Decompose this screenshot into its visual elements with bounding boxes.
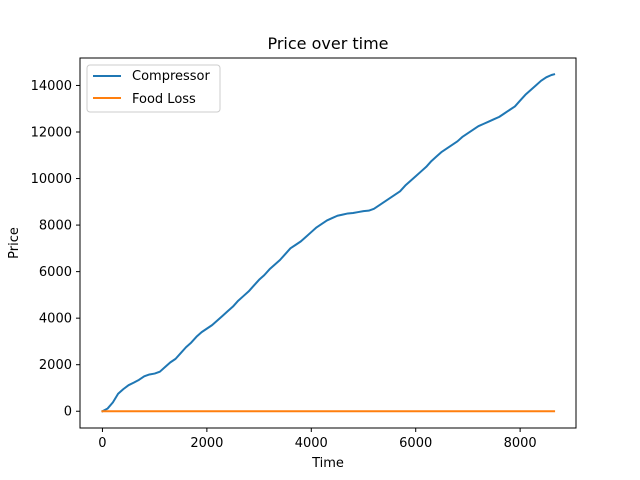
legend: Compressor Food Loss (86, 64, 221, 113)
y-axis-ticks: 0 2000 4000 6000 8000 10000 12000 14000 (31, 79, 80, 420)
plot-area (80, 58, 576, 428)
y-tick-label: 2000 (39, 358, 72, 373)
legend-label-food-loss: Food Loss (132, 92, 196, 107)
x-tick-label: 4000 (295, 436, 328, 451)
x-tick-label: 6000 (399, 436, 432, 451)
series-line-compressor (101, 73, 556, 413)
y-tick-label: 8000 (39, 219, 72, 234)
y-tick-label: 4000 (39, 312, 72, 327)
y-tick-label: 10000 (31, 172, 72, 187)
y-tick-label: 14000 (31, 79, 72, 94)
legend-label-compressor: Compressor (132, 69, 211, 84)
y-tick-label: 12000 (31, 126, 72, 141)
series-layer (101, 73, 556, 413)
y-axis-label: Price (7, 227, 22, 259)
x-tick-label: 2000 (190, 436, 223, 451)
y-tick-label: 6000 (39, 265, 72, 280)
x-axis-label: Time (311, 456, 344, 471)
chart-title: Price over time (267, 34, 388, 53)
x-tick-label: 8000 (504, 436, 537, 451)
y-tick-label: 0 (64, 405, 72, 420)
x-axis-ticks: 0 2000 4000 6000 8000 (98, 428, 537, 451)
axes-frame (79, 57, 577, 429)
x-tick-label: 0 (98, 436, 106, 451)
